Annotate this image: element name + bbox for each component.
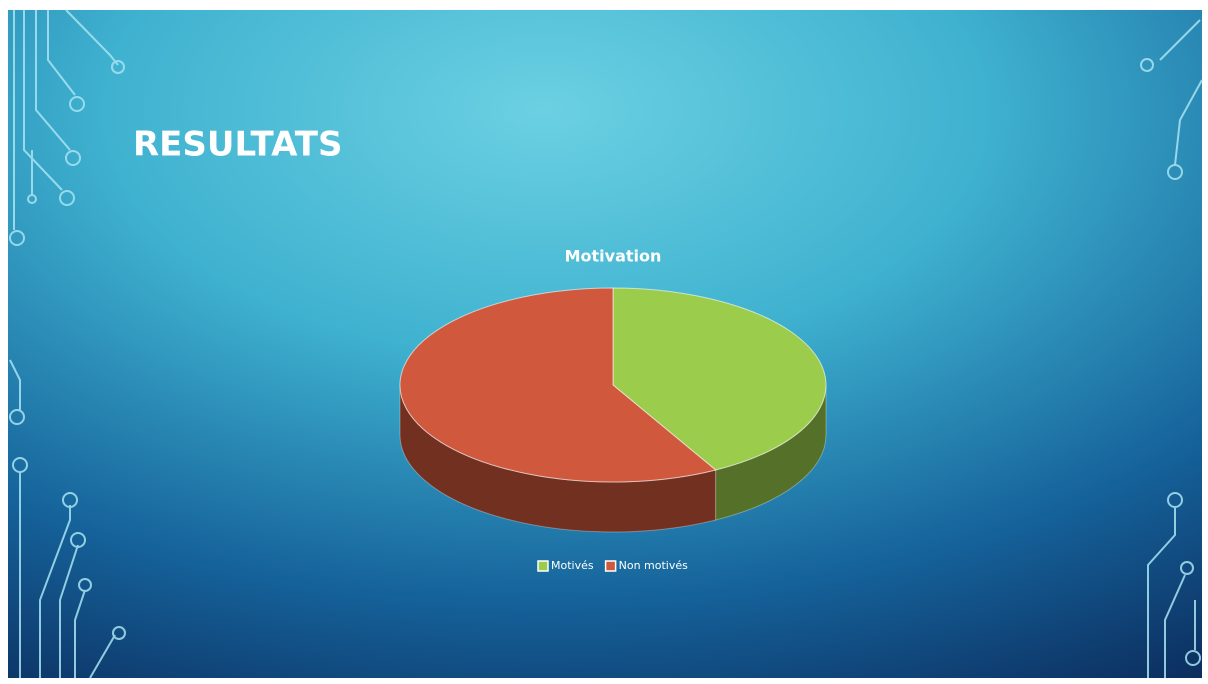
slide: RESULTATS Motivation Motivés Non motivés	[0, 0, 1208, 684]
legend-label: Motivés	[551, 559, 594, 572]
slide-title: RESULTATS	[133, 125, 342, 165]
legend-swatch	[538, 561, 548, 571]
chart: RESULTATS Motivation Motivés Non motivés	[0, 0, 1208, 684]
legend-swatch	[606, 561, 616, 571]
chart-title: Motivation	[565, 247, 662, 266]
legend-label: Non motivés	[619, 559, 689, 572]
